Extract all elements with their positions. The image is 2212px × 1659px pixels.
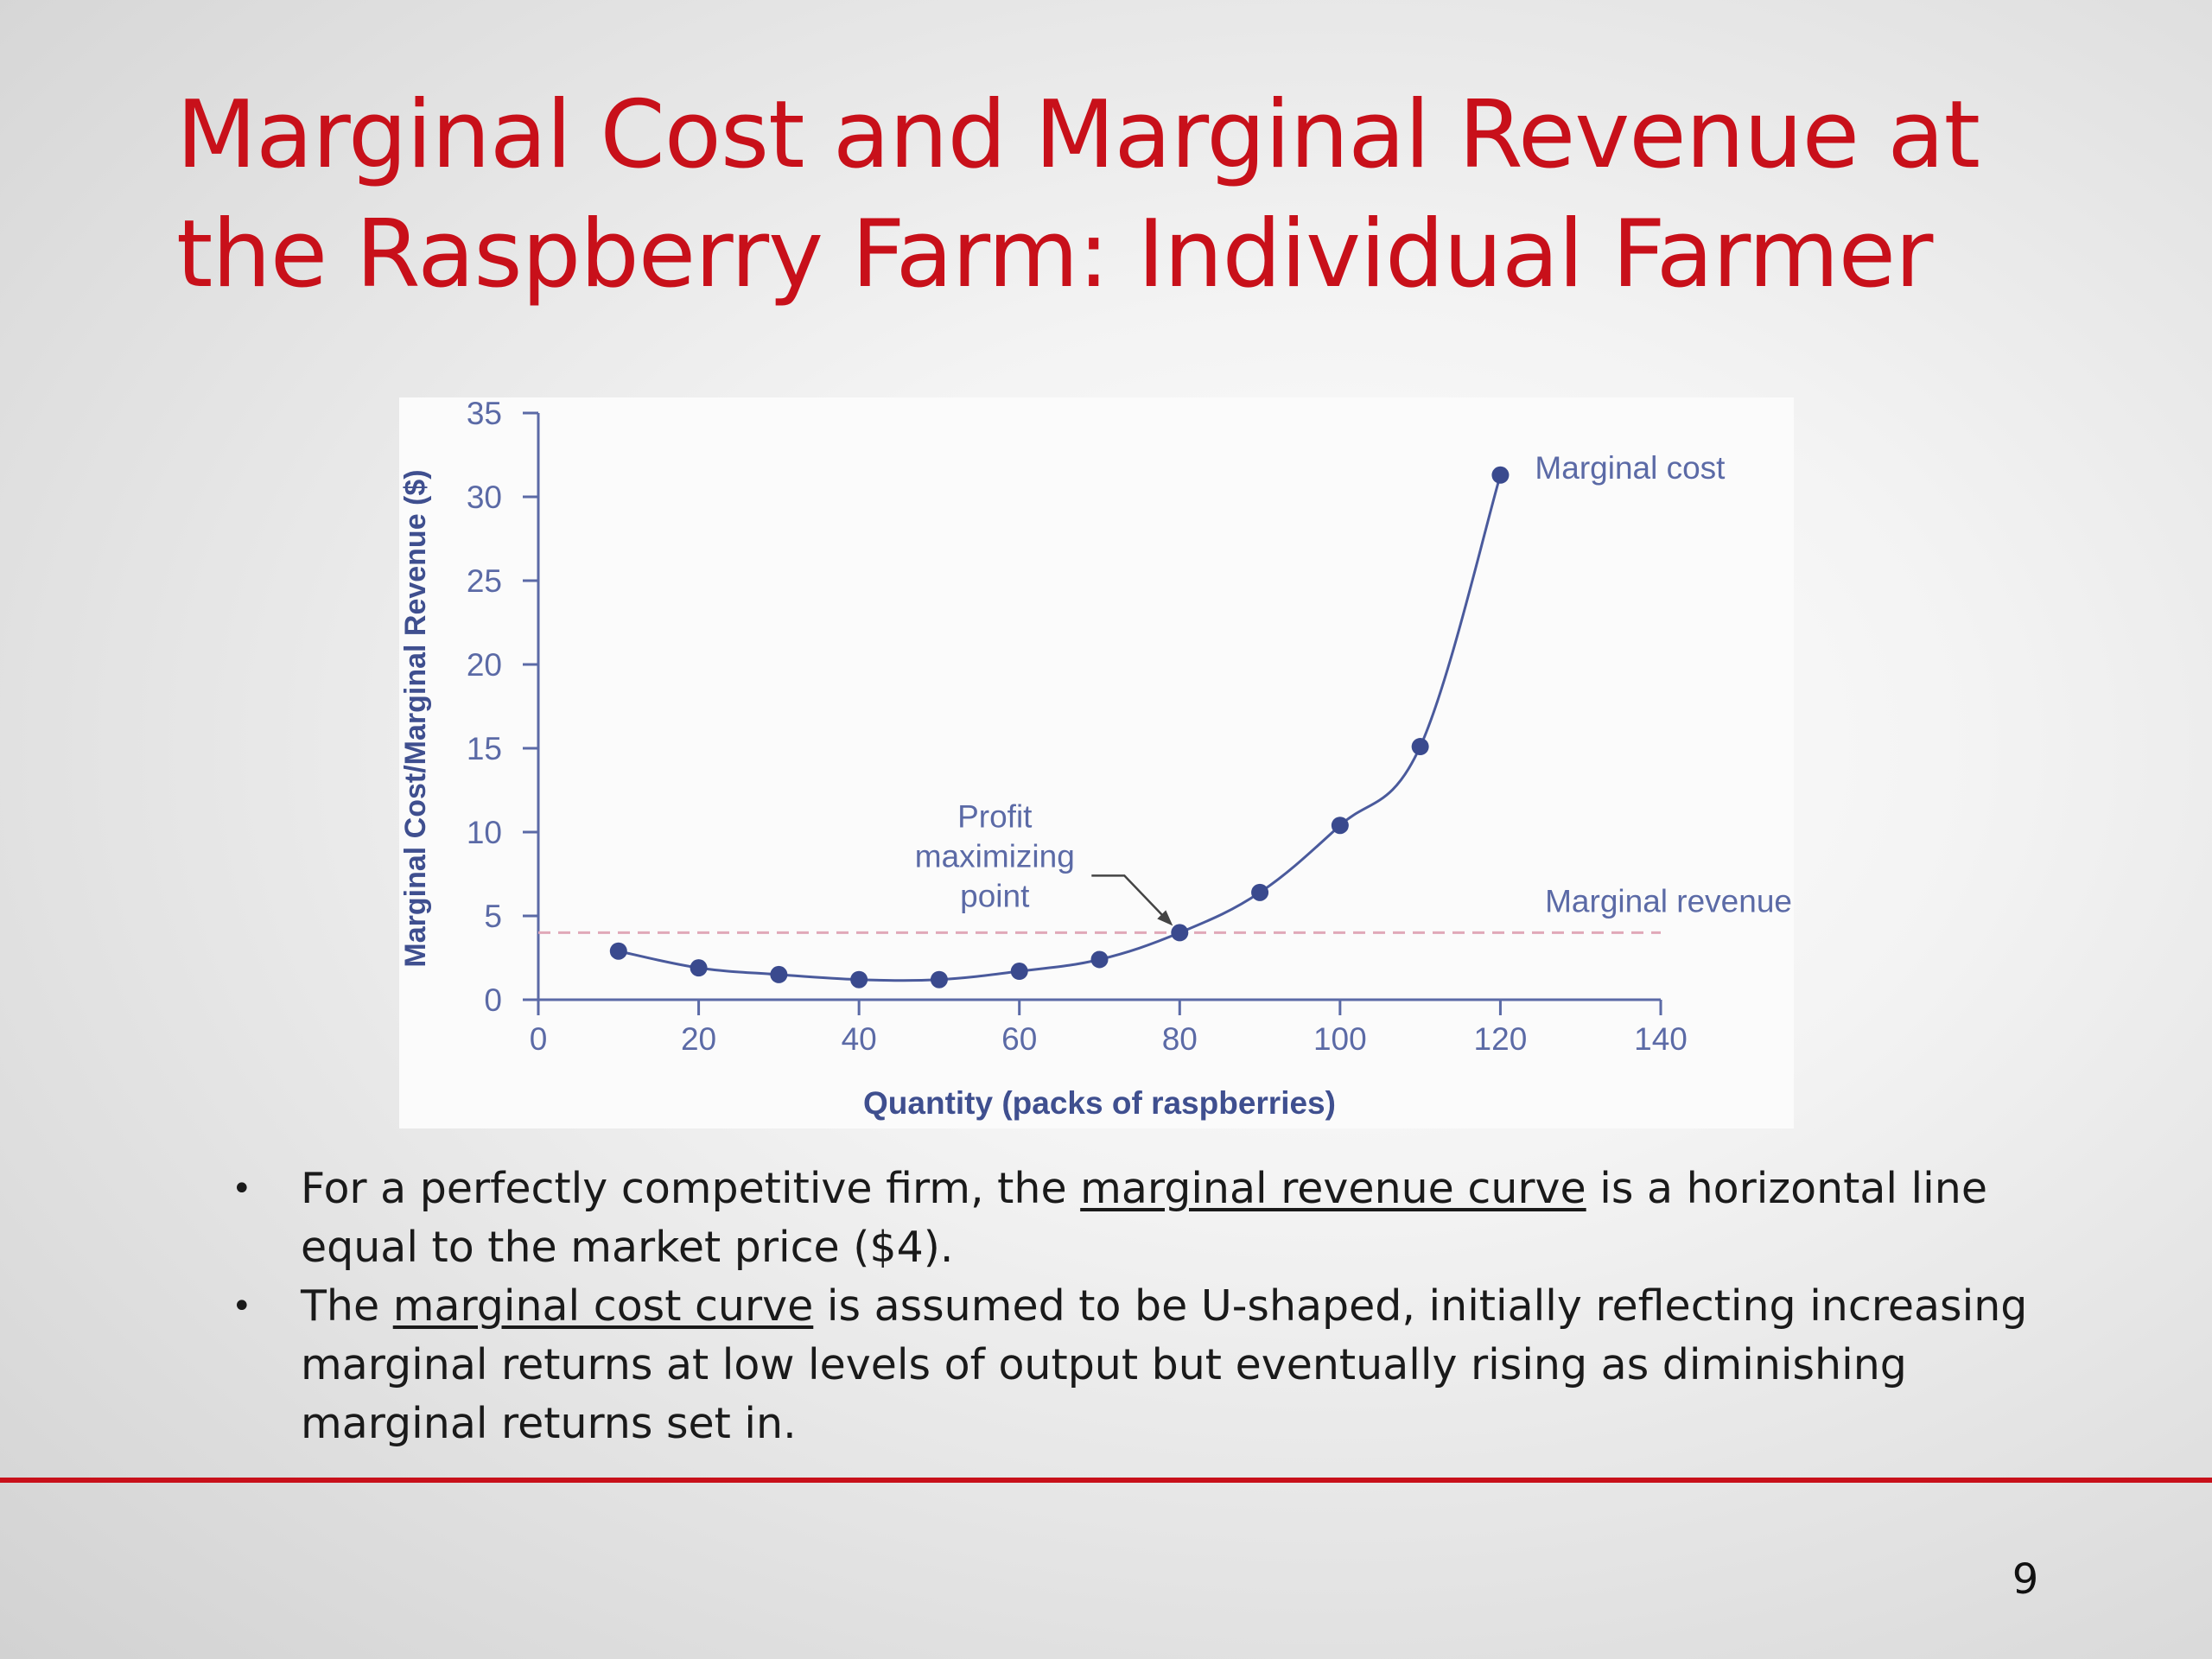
y-tick-label: 35: [467, 397, 502, 431]
marginal-cost-point: [770, 965, 788, 983]
profit-max-arrowhead: [1157, 910, 1173, 926]
slide-title-line-1: Marginal Cost and Marginal Revenue at: [176, 81, 1980, 189]
bullet-item-marginal-cost: • The marginal cost curve is assumed to …: [225, 1277, 2039, 1453]
x-axis-title: Quantity (packs of raspberries): [863, 1085, 1336, 1121]
bullet-text-before: For a perfectly competitive firm, the: [301, 1164, 1081, 1213]
y-tick-label: 5: [484, 899, 502, 934]
x-tick-label: 20: [681, 1021, 716, 1057]
profit-max-label-line: point: [960, 878, 1030, 913]
marginal-revenue-curve-term: marginal revenue curve: [1080, 1164, 1586, 1213]
marginal-cost-point: [1411, 738, 1429, 756]
marginal-cost-point: [1491, 466, 1510, 484]
bullet-text-after: is a horizontal line equal to the market…: [301, 1164, 1987, 1272]
marginal-cost-point: [1331, 817, 1349, 835]
x-tick-label: 80: [1162, 1021, 1198, 1057]
marginal-cost-point: [1010, 963, 1028, 981]
marginal-revenue-label: Marginal revenue: [1545, 883, 1792, 918]
bullet-text-after: is assumed to be U-shaped, initially ref…: [301, 1281, 2028, 1448]
bullet-item-marginal-revenue: • For a perfectly competitive firm, the …: [225, 1160, 2039, 1277]
marginal-cost-point: [690, 959, 708, 977]
profit-max-label-line: maximizing: [915, 838, 1075, 874]
bullet-list: • For a perfectly competitive firm, the …: [225, 1160, 2039, 1453]
y-tick-label: 20: [467, 647, 502, 683]
bullet-text-before: The: [301, 1281, 393, 1331]
x-tick-label: 40: [842, 1021, 877, 1057]
marginal-cost-point: [1090, 950, 1109, 969]
marginal-cost-point: [1171, 924, 1189, 942]
marginal-cost-point: [1251, 883, 1269, 901]
bullet-marker: •: [232, 1287, 252, 1326]
profit-max-pointer: [1091, 874, 1167, 920]
chart-panel: 0 5 10 15 20 25 30 35 0 20 40 60 80 100 120 140 Quantity…: [399, 397, 1794, 1128]
marginal-cost-curve-term: marginal cost curve: [392, 1281, 814, 1331]
marginal-cost-point: [850, 970, 868, 988]
y-tick-label: 25: [467, 563, 502, 599]
y-tick-label: 15: [467, 731, 502, 766]
y-tick-label: 10: [467, 815, 502, 850]
slide-title: Marginal Cost and Marginal Revenue at th…: [176, 76, 2077, 315]
x-tick-label: 100: [1313, 1021, 1367, 1057]
y-tick-label: 0: [484, 982, 502, 1018]
slide-number: 9: [2012, 1555, 2039, 1604]
x-tick-label: 0: [530, 1021, 548, 1057]
marginal-cost-label: Marginal cost: [1535, 450, 1726, 486]
marginal-cost-point: [930, 970, 948, 988]
y-axis-title: Marginal Cost/Marginal Revenue ($): [399, 469, 432, 967]
marginal-cost-point: [609, 942, 627, 960]
mc-mr-chart: 0 5 10 15 20 25 30 35 0 20 40 60 80 100 120 140 Quantity…: [399, 397, 1792, 1121]
y-tick-label: 30: [467, 480, 502, 515]
slide-title-line-2: the Raspberry Farm: Individual Farmer: [176, 200, 1933, 308]
profit-max-label-line: Profit: [957, 798, 1033, 834]
x-tick-label: 140: [1634, 1021, 1688, 1057]
x-tick-label: 120: [1474, 1021, 1528, 1057]
bullet-marker: •: [232, 1169, 252, 1209]
marginal-cost-curve: [618, 474, 1502, 982]
footer-rule: [0, 1478, 2212, 1483]
x-tick-label: 60: [1001, 1021, 1037, 1057]
